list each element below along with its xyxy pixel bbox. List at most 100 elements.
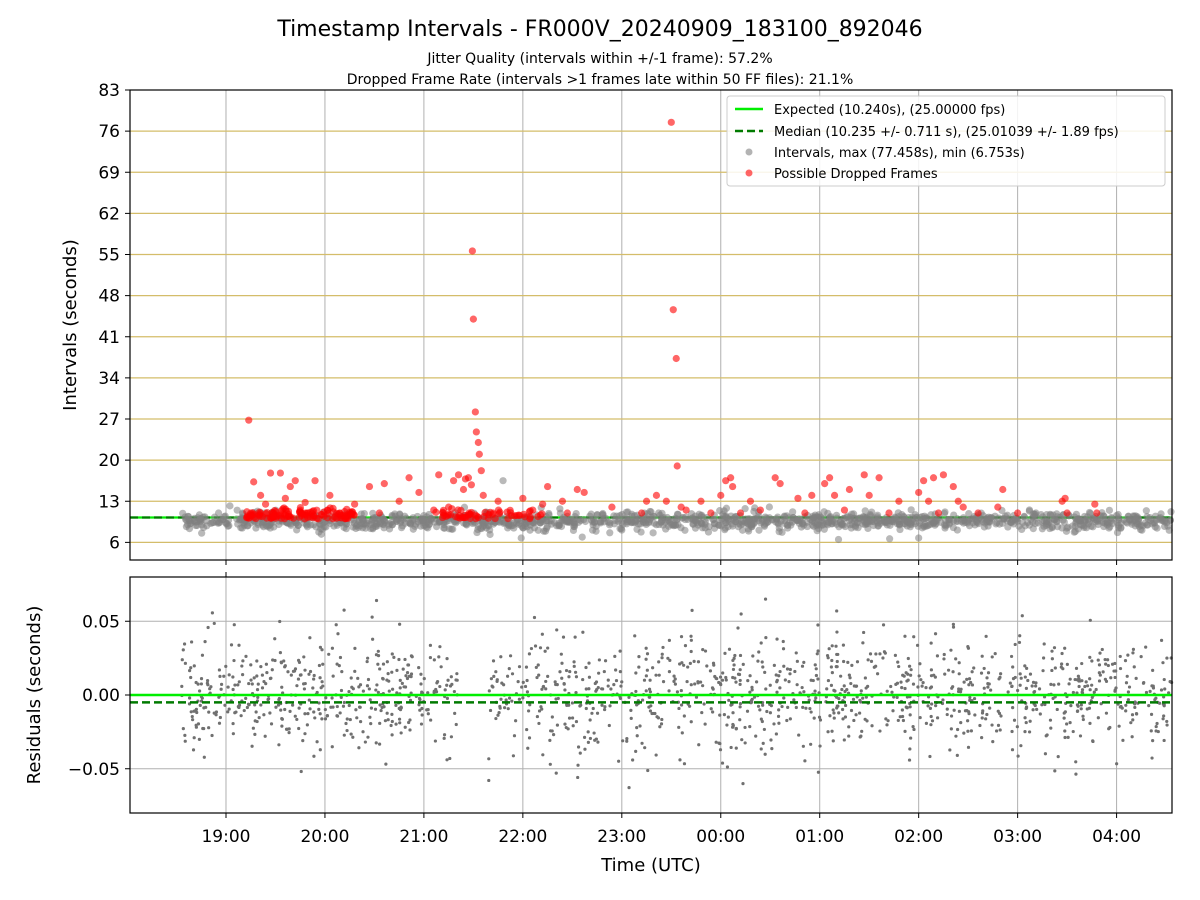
- residual-point: [945, 707, 949, 711]
- residual-point: [837, 711, 841, 715]
- residual-point: [835, 652, 839, 657]
- residual-point: [525, 727, 529, 732]
- dropped-frame-point: [323, 514, 332, 522]
- residual-point: [1079, 707, 1083, 711]
- residual-point: [209, 685, 213, 689]
- residual-point: [308, 707, 312, 711]
- residual-point: [621, 739, 625, 743]
- dropped-frame-point: [262, 510, 270, 518]
- residual-point: [1052, 646, 1057, 650]
- dropped-frame-point: [885, 509, 893, 517]
- residual-point: [289, 673, 293, 677]
- residual-point: [852, 718, 856, 723]
- residual-point: [951, 670, 955, 674]
- y-tick-label: −0.05: [68, 760, 120, 780]
- intervals-panel: 6 13 20 27 34 41 48 55 62 69 76 83 Intervals (secon…: [60, 81, 1175, 565]
- residual-point: [425, 708, 429, 712]
- residual-point: [890, 690, 894, 694]
- residual-point: [1088, 655, 1092, 659]
- residual-point: [686, 665, 690, 669]
- residual-point: [929, 668, 934, 672]
- residual-point: [266, 697, 270, 702]
- residual-point: [555, 682, 559, 687]
- dropped-frame-point: [272, 508, 280, 516]
- interval-point: [893, 520, 902, 528]
- residual-point: [330, 745, 334, 749]
- residual-point: [313, 716, 317, 720]
- interval-point: [741, 505, 749, 513]
- residual-point: [982, 686, 986, 690]
- residual-point: [800, 664, 805, 668]
- interval-point: [330, 522, 338, 530]
- residual-point: [1068, 721, 1072, 725]
- residual-point: [536, 663, 540, 667]
- residual-point: [812, 716, 816, 720]
- residual-point: [489, 677, 493, 681]
- residual-point: [831, 708, 835, 712]
- residual-point: [445, 758, 449, 762]
- residual-point: [255, 674, 259, 678]
- residual-point: [802, 690, 806, 694]
- interval-point: [941, 508, 949, 516]
- residual-point: [637, 665, 641, 669]
- residual-point: [816, 623, 820, 627]
- residual-point: [817, 691, 821, 695]
- residual-point: [866, 658, 870, 662]
- residual-point: [928, 686, 932, 690]
- residual-point: [1124, 703, 1128, 707]
- dropped-frame-point: [959, 503, 967, 511]
- residual-point: [893, 653, 897, 657]
- interval-point: [440, 524, 448, 532]
- residual-point: [1066, 735, 1070, 739]
- residual-point: [965, 709, 969, 713]
- residual-point: [527, 736, 532, 740]
- x-tick-label: 01:00: [795, 827, 844, 847]
- interval-point: [547, 517, 555, 525]
- residual-point: [323, 717, 328, 721]
- residuals-y-ticks: 0.05 0.00 −0.05: [68, 612, 130, 780]
- residual-point: [982, 666, 986, 671]
- residual-point: [1024, 686, 1028, 690]
- residual-point: [882, 650, 887, 654]
- dropped-frame-point: [808, 491, 816, 499]
- residual-point: [355, 716, 359, 720]
- residual-point: [445, 696, 450, 700]
- residual-point: [194, 708, 198, 712]
- residual-point: [816, 677, 820, 681]
- dropped-frame-point: [840, 506, 849, 514]
- residual-point: [645, 668, 649, 672]
- residual-point: [239, 714, 243, 718]
- residual-point: [354, 708, 358, 712]
- residual-point: [1144, 645, 1148, 649]
- residual-point: [183, 739, 187, 743]
- dropped-frame-point: [459, 485, 468, 494]
- residual-point: [578, 751, 582, 755]
- residual-point: [276, 703, 281, 707]
- legend-intervals-marker: [745, 148, 753, 156]
- legend-intervals-label: Intervals, max (77.458s), min (6.753s): [774, 146, 1025, 161]
- residual-point: [985, 676, 989, 680]
- residual-point: [899, 680, 903, 684]
- residual-point: [642, 678, 647, 682]
- interval-point: [689, 516, 697, 524]
- residual-point: [1097, 663, 1102, 667]
- interval-point: [1122, 518, 1130, 526]
- residual-point: [386, 718, 390, 722]
- residual-point: [378, 703, 382, 707]
- residual-point: [404, 674, 408, 678]
- residual-point: [318, 748, 322, 752]
- residual-point: [989, 688, 993, 692]
- dropped-frame-point: [415, 488, 423, 497]
- interval-point: [510, 519, 518, 527]
- residual-point: [693, 682, 697, 686]
- residual-point: [897, 664, 901, 669]
- residual-point: [563, 688, 567, 692]
- residual-point: [618, 649, 622, 653]
- interval-point: [570, 518, 578, 526]
- residual-point: [874, 664, 878, 668]
- residual-point: [324, 696, 328, 700]
- residual-point: [774, 732, 778, 736]
- residual-point: [648, 678, 652, 682]
- residual-point: [682, 663, 686, 667]
- interval-point: [1089, 514, 1098, 522]
